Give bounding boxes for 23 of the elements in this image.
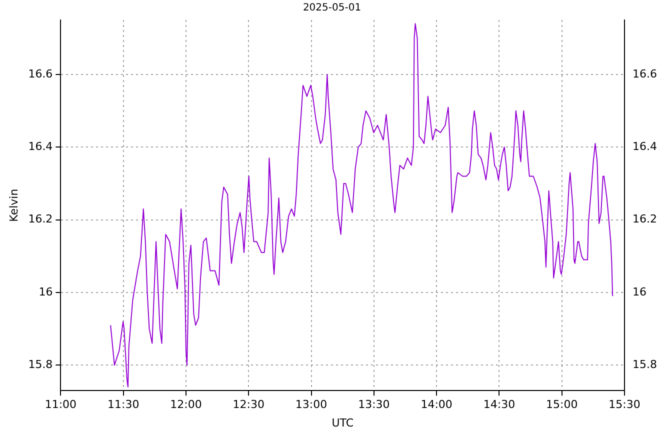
y-tick-label: 16.6 [28,67,53,80]
y-tick-label: 15.8 [28,358,53,372]
y2-tick-label: 16.6 [632,67,658,80]
x-tick-label: 14:00 [420,398,452,412]
x-tick-label: 15:00 [546,398,578,412]
x-tick-label: 14:30 [483,398,516,412]
y-axis-title: Kelvin [7,188,20,222]
y2-tick-label: 16.4 [632,140,658,154]
y2-tick-label: 16.2 [632,212,658,226]
y-tick-label: 16 [38,285,53,298]
x-axis-title: UTC [332,416,354,430]
x-tick-label: 13:30 [358,398,390,412]
chart-title: 2025-05-01 [302,2,362,14]
x-tick-label: 15:30 [608,398,640,412]
y-tick-label: 16.4 [28,140,53,154]
x-tick-label: 13:00 [295,398,328,412]
y-tick-label: 16.2 [28,212,53,226]
y2-tick-label: 16 [632,285,647,298]
x-tick-label: 12:30 [232,398,264,412]
x-tick-label: 11:00 [44,398,77,412]
x-tick-label: 11:30 [107,398,140,412]
y2-tick-label: 15.8 [632,358,658,372]
x-tick-label: 12:00 [170,398,202,412]
